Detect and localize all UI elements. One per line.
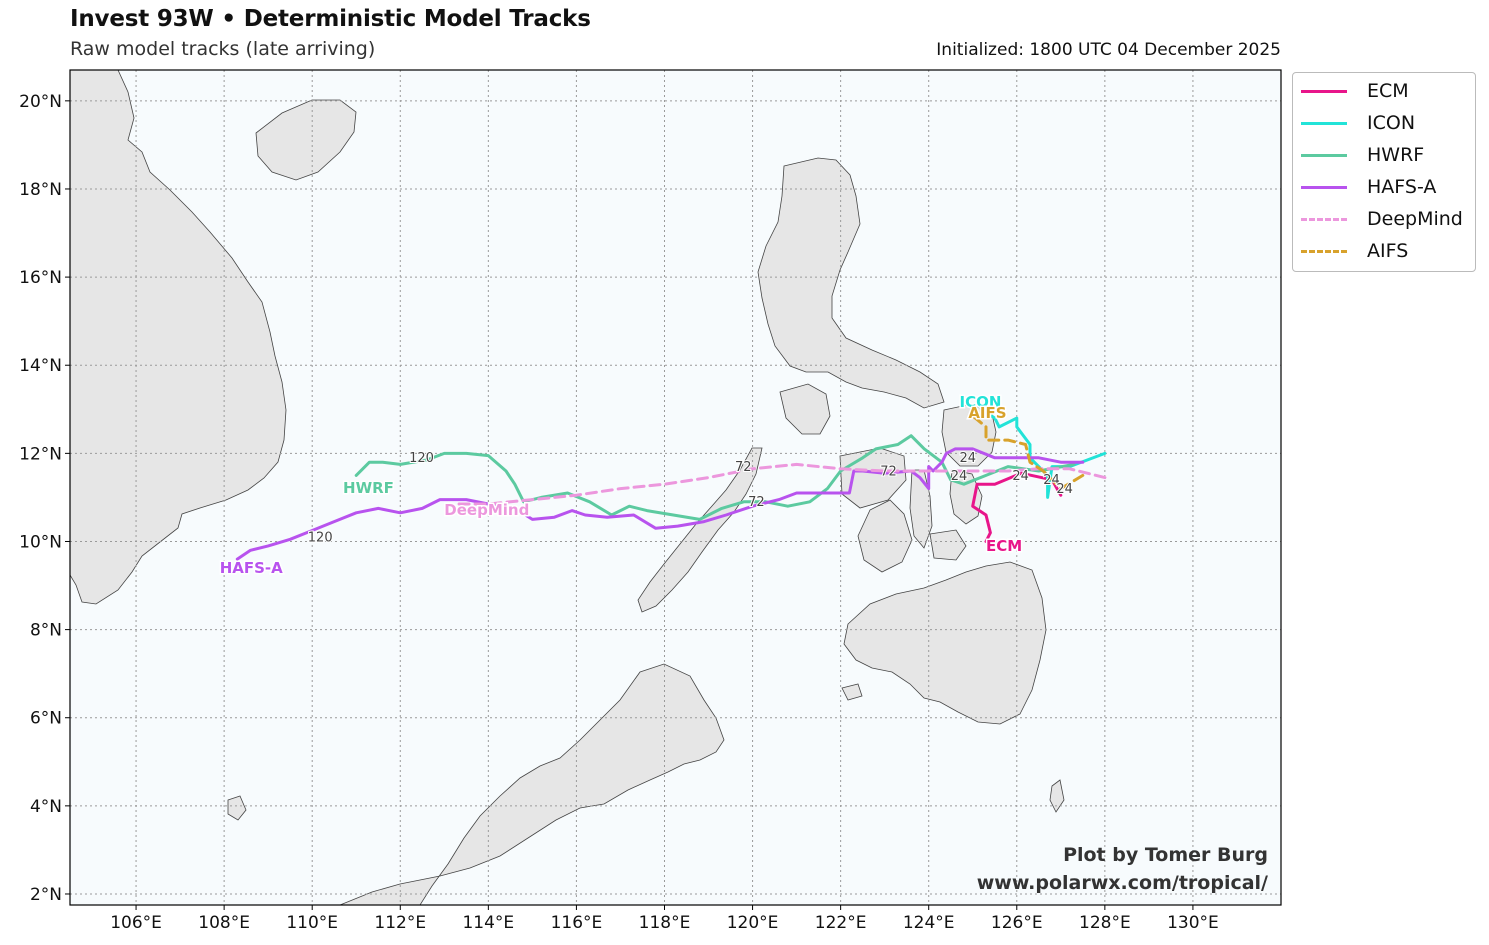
legend-item-hafs-a: HAFS-A xyxy=(1301,173,1436,201)
legend-label: ECM xyxy=(1367,80,1409,102)
x-tick-label: 130°E xyxy=(1167,913,1219,933)
legend-item-hwrf: HWRF xyxy=(1301,141,1424,169)
y-tick-label: 8°N xyxy=(30,621,62,641)
land-cebu xyxy=(909,469,933,549)
legend-swatch xyxy=(1301,185,1347,189)
land-indochina xyxy=(70,70,287,605)
land-luzon xyxy=(757,157,945,409)
forecast-hour-label: 72 xyxy=(735,460,752,475)
credit-url: www.polarwx.com/tropical/ xyxy=(976,872,1268,894)
y-tick-label: 6°N xyxy=(30,709,62,729)
init-time: Initialized: 1800 UTC 04 December 2025 xyxy=(936,40,1281,60)
track-aifs xyxy=(971,414,1085,491)
y-tick-label: 16°N xyxy=(19,268,62,288)
track-ecm xyxy=(971,471,1063,543)
legend-item-icon: ICON xyxy=(1301,109,1415,137)
x-tick-label: 106°E xyxy=(110,913,162,933)
legend-swatch xyxy=(1301,121,1347,125)
legend-label: ICON xyxy=(1367,112,1416,134)
forecast-hour-label: 24 xyxy=(951,469,968,484)
x-tick-label: 118°E xyxy=(639,913,691,933)
forecast-hour-label: 24 xyxy=(1056,482,1073,497)
forecast-hour-label: 120 xyxy=(409,451,434,466)
axis-ticks: 106°E 108°E 110°E 112°E 114°E 116°E 118°E 120°E… xyxy=(19,92,1219,933)
y-tick-label: 12°N xyxy=(19,444,62,464)
credit-author: Plot by Tomer Burg xyxy=(1063,844,1268,866)
legend-swatch xyxy=(1301,249,1347,253)
land-bohol xyxy=(929,529,967,561)
y-tick-label: 2°N xyxy=(30,885,62,905)
map-frame xyxy=(69,69,1282,906)
track-deepmind xyxy=(456,462,1107,506)
forecast-hour-label: 24 xyxy=(1043,473,1060,488)
land-borneo xyxy=(339,663,1281,905)
legend-swatch xyxy=(1301,153,1347,157)
x-tick-label: 112°E xyxy=(374,913,426,933)
map-title: Invest 93W • Deterministic Model Tracks xyxy=(70,6,591,32)
y-tick-label: 20°N xyxy=(19,92,62,112)
x-tick-label: 120°E xyxy=(727,913,779,933)
gridlines xyxy=(70,70,1281,905)
legend: ECM ICON HWRF HAFS-A DeepMind AIFS xyxy=(1292,72,1476,272)
y-tick-label: 18°N xyxy=(19,180,62,200)
y-tick-label: 14°N xyxy=(19,356,62,376)
track-label-ecm: ECM xyxy=(986,537,1022,555)
track-label-aifs: AIFS xyxy=(968,404,1006,422)
forecast-hour-label: 120 xyxy=(308,530,333,545)
land-mindoro xyxy=(779,383,831,435)
x-tick-label: 110°E xyxy=(286,913,338,933)
legend-label: HAFS-A xyxy=(1367,176,1437,198)
map-subtitle: Raw model tracks (late arriving) xyxy=(70,38,376,60)
legend-label: AIFS xyxy=(1367,240,1409,262)
legend-swatch xyxy=(1301,217,1347,221)
x-tick-label: 116°E xyxy=(551,913,603,933)
x-tick-label: 122°E xyxy=(815,913,867,933)
land-negros xyxy=(857,499,913,573)
track-hwrf xyxy=(354,434,1076,521)
forecast-hour-label: 24 xyxy=(1012,469,1029,484)
legend-swatch xyxy=(1301,89,1347,93)
track-label-deepmind: DeepMind xyxy=(444,501,529,519)
legend-item-ecm: ECM xyxy=(1301,77,1409,105)
land-small-2 xyxy=(841,683,863,701)
forecast-hour-label: 72 xyxy=(880,464,897,479)
tracks-layer xyxy=(235,407,1107,561)
x-tick-label: 128°E xyxy=(1079,913,1131,933)
land-hainan xyxy=(255,99,357,181)
forecast-hour-label: 72 xyxy=(748,495,765,510)
land-mindanao xyxy=(843,561,1047,725)
legend-label: HWRF xyxy=(1367,144,1425,166)
x-tick-label: 126°E xyxy=(991,913,1043,933)
legend-item-aifs: AIFS xyxy=(1301,237,1408,265)
land-palawan xyxy=(637,447,763,613)
legend-item-deepmind: DeepMind xyxy=(1301,205,1463,233)
land-natuna xyxy=(227,795,247,821)
track-hafs-a xyxy=(235,447,1085,561)
x-tick-label: 114°E xyxy=(462,913,514,933)
x-tick-label: 108°E xyxy=(198,913,250,933)
y-tick-label: 10°N xyxy=(19,532,62,552)
track-label-icon: ICON xyxy=(960,393,1002,411)
track-label-hwrf: HWRF xyxy=(343,479,394,497)
forecast-hour-label: 24 xyxy=(960,451,977,466)
y-tick-label: 4°N xyxy=(30,797,62,817)
track-label-hafs-a: HAFS-A xyxy=(220,559,283,577)
legend-label: DeepMind xyxy=(1367,208,1463,230)
x-tick-label: 124°E xyxy=(903,913,955,933)
